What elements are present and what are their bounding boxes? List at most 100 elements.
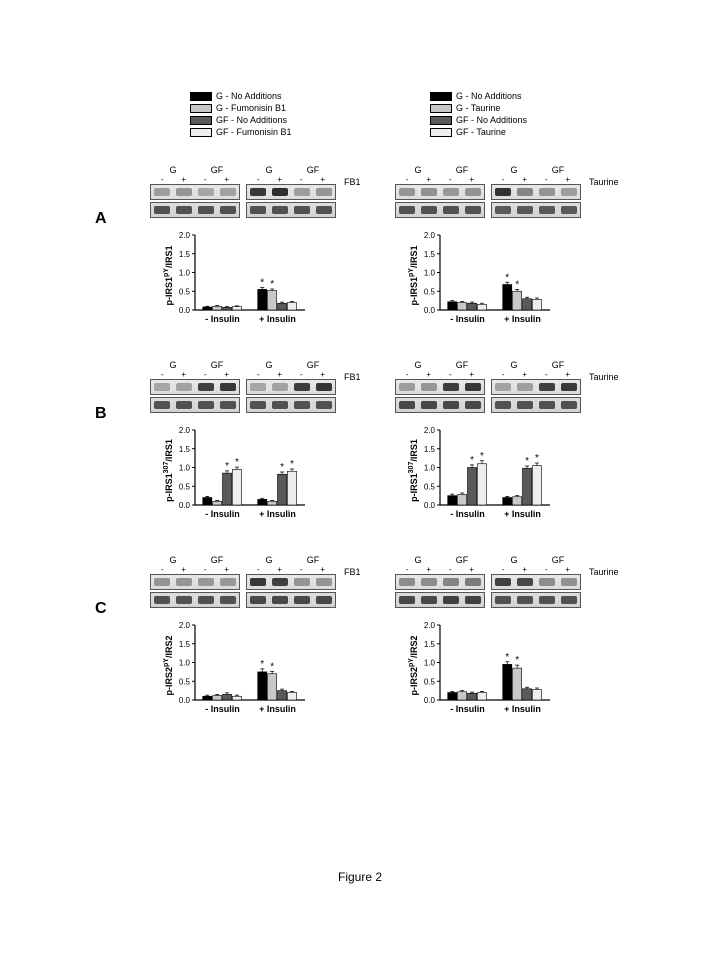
bar-chart: p-IRS1307/IRS10.00.51.01.52.0**- Insulin…: [165, 420, 310, 525]
blot-band: [220, 206, 236, 214]
blot-lane-labels: -+-+: [246, 175, 336, 184]
svg-text:1.0: 1.0: [424, 659, 436, 668]
svg-text:*: *: [535, 453, 539, 464]
legend-item: GF - No Additions: [190, 114, 292, 126]
blot-set: GGF-+-+: [246, 360, 336, 415]
blot-band: [176, 596, 192, 604]
blot-band: [316, 401, 332, 409]
blot-group-header: GGF: [246, 165, 336, 175]
blot-band: [517, 188, 533, 196]
blot-band: [272, 206, 288, 214]
svg-text:- Insulin: - Insulin: [205, 314, 240, 324]
svg-text:1.0: 1.0: [179, 659, 191, 668]
blot-band: [176, 383, 192, 391]
blot-band: [465, 401, 481, 409]
svg-text:0.5: 0.5: [179, 482, 191, 491]
blot-band: [272, 401, 288, 409]
blot-loading-row: [491, 592, 581, 608]
blot-group-taurine: GGF-+-+GGF-+-+Taurine: [395, 555, 587, 610]
legend-left: G - No AdditionsG - Fumonisin B1GF - No …: [190, 90, 292, 138]
blot-band: [198, 383, 214, 391]
blot-set: GGF-+-+: [395, 360, 485, 415]
svg-text:2.0: 2.0: [179, 426, 191, 435]
legend-label: G - No Additions: [456, 91, 522, 101]
blot-band: [539, 383, 555, 391]
legend-label: G - Fumonisin B1: [216, 103, 286, 113]
blot-band: [294, 596, 310, 604]
blot-band: [399, 383, 415, 391]
blot-band: [272, 596, 288, 604]
blot-loading-row: [246, 397, 336, 413]
svg-text:1.0: 1.0: [179, 269, 191, 278]
blot-target-row: [395, 379, 485, 395]
figure-page: G - No Additions G - Fumonisin B1 GF - No …: [0, 0, 720, 960]
blot-lane-labels: -+-+: [150, 370, 240, 379]
svg-text:1.5: 1.5: [179, 250, 191, 259]
treatment-label: FB1: [344, 567, 361, 577]
svg-text:+ Insulin: + Insulin: [259, 704, 296, 714]
legend-item: GF - Taurine: [430, 126, 527, 138]
blot-band: [176, 401, 192, 409]
blot-band: [250, 383, 266, 391]
blot-band: [443, 206, 459, 214]
panel-label-a: A: [95, 210, 107, 228]
legend-swatch: [430, 92, 452, 101]
blot-band: [465, 206, 481, 214]
chart-y-label: p-IRS2pY/IRS2: [163, 623, 174, 708]
blot-band: [220, 578, 236, 586]
svg-text:2.0: 2.0: [424, 231, 436, 240]
blot-loading-row: [395, 397, 485, 413]
svg-text:*: *: [260, 278, 264, 289]
blot-target-row: [246, 184, 336, 200]
svg-text:*: *: [515, 279, 519, 290]
blot-band: [539, 188, 555, 196]
blot-band: [220, 596, 236, 604]
legend-label: GF - No Additions: [216, 115, 287, 125]
svg-text:0.5: 0.5: [424, 677, 436, 686]
blot-band: [154, 206, 170, 214]
blot-lane-labels: -+-+: [395, 370, 485, 379]
legend-swatch: [190, 128, 212, 137]
legend-item: GF - No Additions: [430, 114, 527, 126]
panel-label-b: B: [95, 405, 107, 423]
treatment-label: Taurine: [589, 177, 619, 187]
svg-text:*: *: [525, 456, 529, 467]
svg-text:2.0: 2.0: [179, 621, 191, 630]
treatment-label: FB1: [344, 177, 361, 187]
blot-band: [198, 188, 214, 196]
svg-text:*: *: [505, 652, 509, 663]
svg-text:0.0: 0.0: [424, 696, 436, 705]
svg-text:*: *: [515, 655, 519, 666]
blot-lane-labels: -+-+: [395, 175, 485, 184]
blot-band: [154, 596, 170, 604]
legend-label: GF - Fumonisin B1: [216, 127, 292, 137]
treatment-label: FB1: [344, 372, 361, 382]
blot-lane-labels: -+-+: [246, 370, 336, 379]
blot-band: [294, 206, 310, 214]
blot-band: [443, 383, 459, 391]
blot-band: [421, 206, 437, 214]
blot-band: [294, 383, 310, 391]
blot-band: [198, 206, 214, 214]
blot-group-header: GGF: [395, 165, 485, 175]
blot-target-row: [150, 184, 240, 200]
blot-band: [495, 383, 511, 391]
blot-band: [539, 401, 555, 409]
legend-item: G - No Additions: [430, 90, 527, 102]
bar-chart: p-IRS1307/IRS10.00.51.01.52.0**- Insulin…: [410, 420, 555, 525]
blot-target-row: [150, 379, 240, 395]
blot-target-row: [246, 379, 336, 395]
svg-text:2.0: 2.0: [424, 621, 436, 630]
blot-band: [176, 578, 192, 586]
blot-lane-labels: -+-+: [395, 565, 485, 574]
legend-swatch: [190, 116, 212, 125]
blot-band: [272, 578, 288, 586]
blot-group-taurine: GGF-+-+GGF-+-+Taurine: [395, 360, 587, 415]
blot-band: [561, 401, 577, 409]
blot-set: GGF-+-+: [150, 555, 240, 610]
svg-text:1.5: 1.5: [424, 250, 436, 259]
svg-text:*: *: [225, 461, 229, 472]
svg-text:1.0: 1.0: [179, 464, 191, 473]
blot-target-row: [491, 184, 581, 200]
blot-band: [316, 596, 332, 604]
